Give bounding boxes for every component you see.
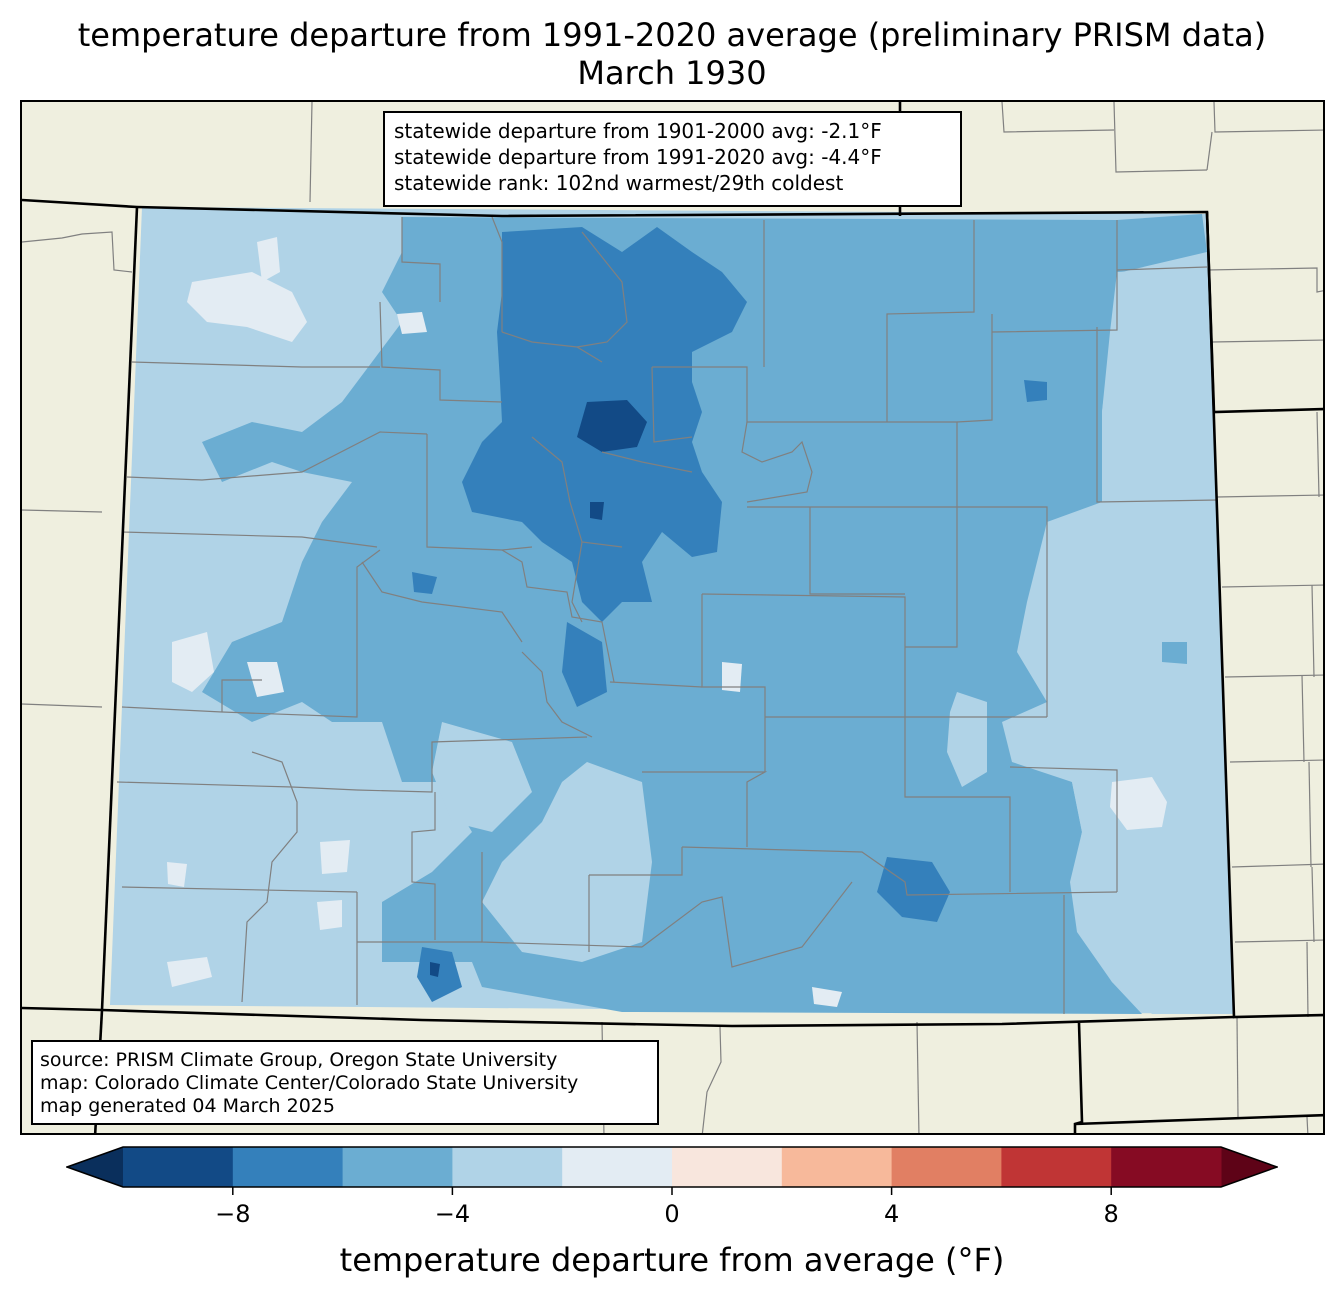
colorbar-segment bbox=[1111, 1147, 1222, 1187]
colorbar-over-extension bbox=[1221, 1147, 1277, 1187]
colorbar-tick-label: 0 bbox=[664, 1200, 679, 1228]
map-credit-line: map: Colorado Climate Center/Colorado St… bbox=[40, 1072, 579, 1094]
stats-line-1991-2020: statewide departure from 1991-2020 avg: … bbox=[394, 145, 882, 169]
colorbar-tick-label: 4 bbox=[884, 1200, 899, 1228]
source-credit-box: source: PRISM Climate Group, Oregon Stat… bbox=[31, 1040, 659, 1125]
colorbar-tick-label: −8 bbox=[215, 1200, 250, 1228]
colorbar-tick-label: −4 bbox=[435, 1200, 470, 1228]
state-borders bbox=[22, 102, 1323, 1133]
colorbar-label: temperature departure from average (°F) bbox=[339, 1241, 1005, 1279]
colorbar-segment bbox=[452, 1147, 563, 1187]
map-panel bbox=[20, 100, 1325, 1135]
map-subtitle: March 1930 bbox=[577, 54, 767, 92]
source-line: source: PRISM Climate Group, Oregon Stat… bbox=[40, 1049, 558, 1071]
colorbar-segment bbox=[123, 1147, 234, 1187]
stats-line-1901-2000: statewide departure from 1901-2000 avg: … bbox=[394, 119, 882, 143]
colorbar-outline bbox=[66, 1146, 1278, 1188]
county-lines bbox=[116, 216, 1218, 1014]
temperature-contours bbox=[110, 207, 1234, 1014]
colorbar-tick-label: 8 bbox=[1104, 1200, 1119, 1228]
colorbar-segment bbox=[1001, 1147, 1112, 1187]
colorbar-segment bbox=[891, 1147, 1002, 1187]
colorbar-segment bbox=[232, 1147, 344, 1187]
map-title: temperature departure from 1991-2020 ave… bbox=[77, 16, 1267, 54]
colorado-map bbox=[22, 102, 1323, 1133]
colorbar-segment bbox=[672, 1147, 783, 1187]
colorbar-segment bbox=[781, 1147, 893, 1187]
colorbar-under-extension bbox=[67, 1147, 123, 1187]
colorbar-segment bbox=[342, 1147, 453, 1187]
generated-date-line: map generated 04 March 2025 bbox=[40, 1095, 335, 1117]
stats-line-rank: statewide rank: 102nd warmest/29th colde… bbox=[394, 171, 844, 195]
colorbar-segment bbox=[562, 1147, 673, 1187]
statewide-stats-box: statewide departure from 1901-2000 avg: … bbox=[383, 111, 962, 207]
colorbar: −8 −4 0 4 8 bbox=[66, 1146, 1278, 1228]
